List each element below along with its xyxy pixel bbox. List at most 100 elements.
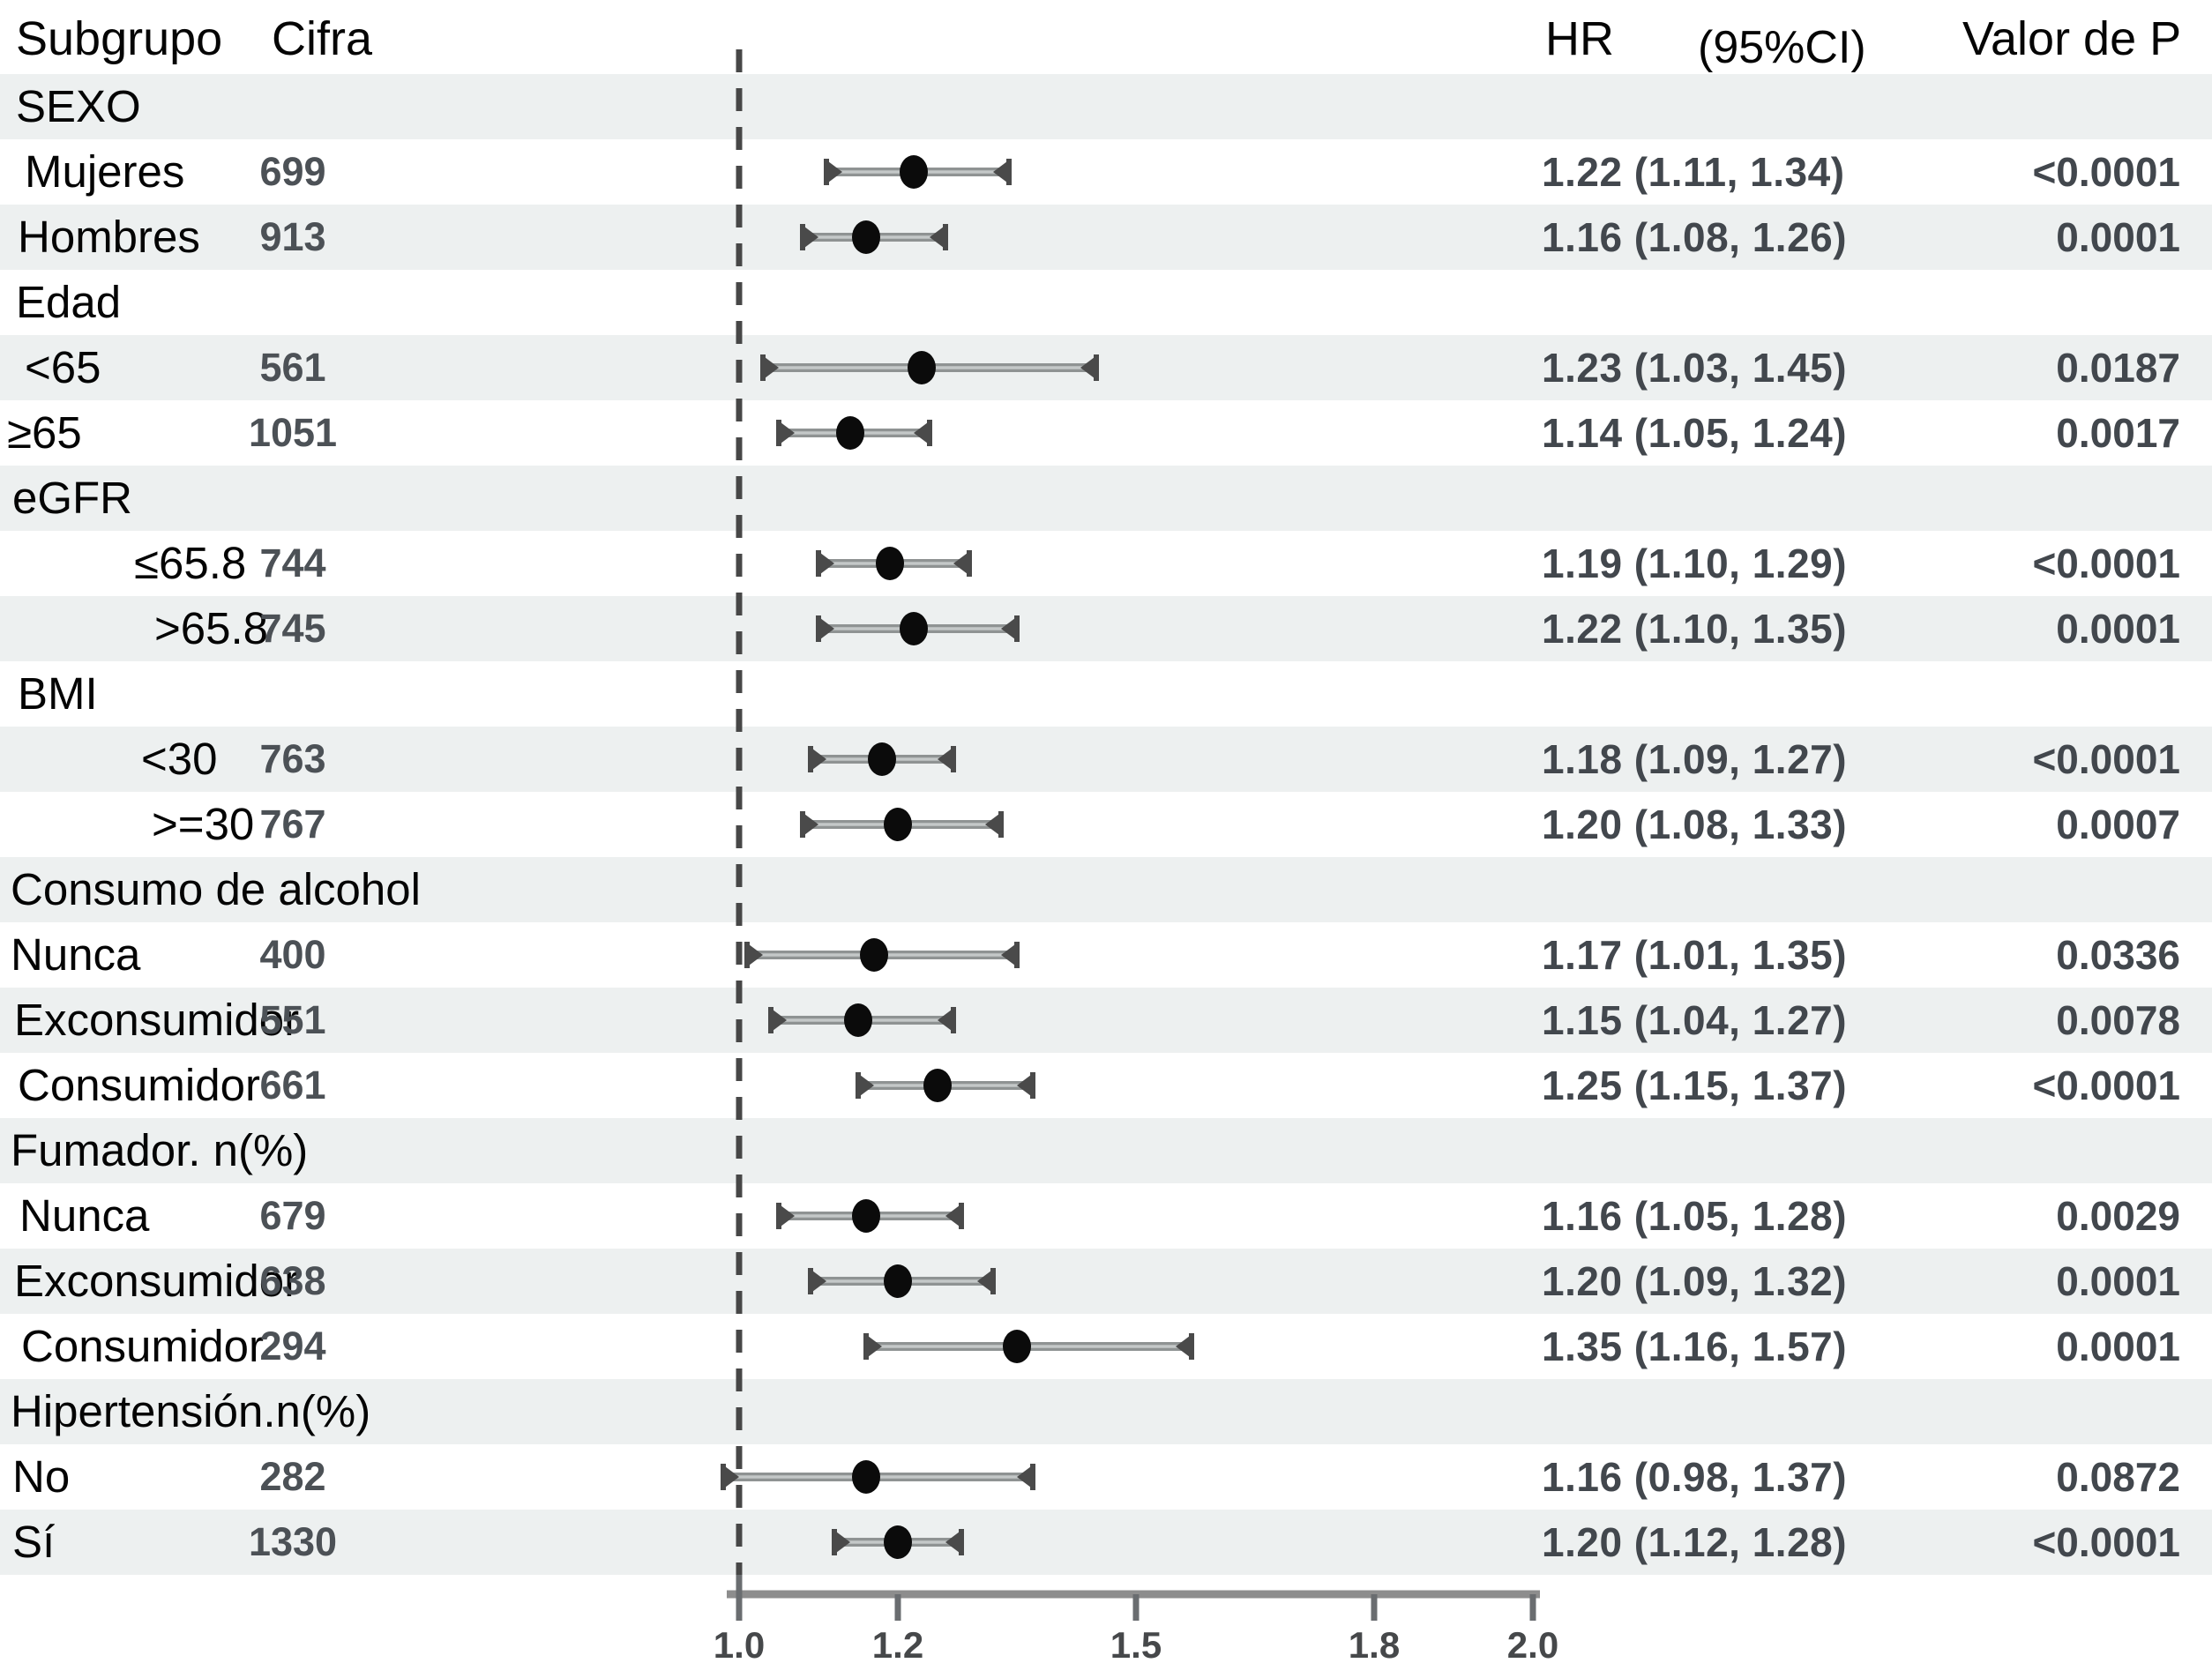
row-count: 1330 xyxy=(248,1519,338,1564)
row-hr-ci: 1.18 (1.09, 1.27) xyxy=(1542,736,1848,782)
row-label: Mujeres xyxy=(25,146,185,197)
table-row: ≤65.8 744 1.19 (1.10, 1.29) <0.0001 xyxy=(0,531,2212,596)
group-header-row: Fumador. n(%) xyxy=(0,1118,2212,1183)
row-hr-ci: 1.16 (1.05, 1.28) xyxy=(1542,1193,1848,1239)
row-pvalue: <0.0001 xyxy=(2032,1519,2180,1565)
row-pvalue: 0.0029 xyxy=(2056,1193,2180,1239)
row-hr-ci: 1.22 (1.10, 1.35) xyxy=(1542,606,1848,652)
row-pvalue: 0.0001 xyxy=(2056,1324,2180,1369)
group-header-row: eGFR xyxy=(0,466,2212,531)
row-label: >65.8 xyxy=(154,603,269,653)
row-pvalue: 0.0007 xyxy=(2056,802,2180,847)
row-label: Consumidor xyxy=(18,1060,260,1110)
column-header-n: Cifra xyxy=(271,12,372,65)
table-row: >=30 767 1.20 (1.08, 1.33) 0.0007 xyxy=(0,792,2212,857)
row-count: 551 xyxy=(259,997,326,1042)
x-axis-tick-label: 1.0 xyxy=(714,1624,765,1663)
row-count: 699 xyxy=(259,149,326,194)
row-pvalue: <0.0001 xyxy=(2032,541,2180,586)
row-label: <65 xyxy=(25,342,101,392)
row-hr-ci: 1.22 (1.11, 1.34) xyxy=(1542,149,1845,195)
row-label: Edad xyxy=(16,277,122,327)
row-count: 638 xyxy=(259,1258,326,1303)
row-label: ≥65 xyxy=(7,407,82,458)
x-axis-tick-label: 1.2 xyxy=(872,1624,923,1663)
row-count: 679 xyxy=(259,1193,326,1238)
row-label: Hombres xyxy=(18,212,200,262)
row-label: <30 xyxy=(141,734,218,784)
row-pvalue: <0.0001 xyxy=(2032,736,2180,782)
row-label: Sí xyxy=(12,1517,56,1567)
row-pvalue: <0.0001 xyxy=(2032,149,2180,195)
group-header-row: BMI xyxy=(0,661,2212,727)
column-header-hr: HR xyxy=(1545,12,1614,65)
table-row: Exconsumidor 638 1.20 (1.09, 1.32) 0.0001 xyxy=(0,1249,2212,1314)
group-header-row: Edad xyxy=(0,270,2212,335)
column-header-subgroup: Subgrupo xyxy=(16,12,223,65)
row-label: No xyxy=(12,1451,71,1502)
row-hr-ci: 1.20 (1.09, 1.32) xyxy=(1542,1258,1848,1304)
row-label: Exconsumidor xyxy=(14,1256,300,1306)
row-label: Consumidor xyxy=(21,1321,264,1371)
table-row: <65 561 1.23 (1.03, 1.45) 0.0187 xyxy=(0,335,2212,400)
row-pvalue: 0.0872 xyxy=(2056,1454,2180,1500)
table-row: <30 763 1.18 (1.09, 1.27) <0.0001 xyxy=(0,727,2212,792)
row-label: Consumo de alcohol xyxy=(11,864,421,914)
row-hr-ci: 1.17 (1.01, 1.35) xyxy=(1542,932,1848,978)
row-count: 282 xyxy=(259,1454,326,1499)
row-hr-ci: 1.15 (1.04, 1.27) xyxy=(1542,997,1848,1043)
row-pvalue: <0.0001 xyxy=(2032,1063,2180,1108)
row-hr-ci: 1.23 (1.03, 1.45) xyxy=(1542,345,1848,391)
row-hr-ci: 1.20 (1.12, 1.28) xyxy=(1542,1519,1848,1565)
row-label: Hipertensión.n(%) xyxy=(11,1386,371,1436)
column-header-pvalue: Valor de P xyxy=(1962,12,2182,65)
table-row: Exconsumidor 551 1.15 (1.04, 1.27) 0.0078 xyxy=(0,988,2212,1053)
row-label: Nunca xyxy=(19,1190,150,1241)
table-row: Mujeres 699 1.22 (1.11, 1.34) <0.0001 xyxy=(0,139,2212,205)
row-label: Exconsumidor xyxy=(14,995,300,1045)
table-row: Consumidor 661 1.25 (1.15, 1.37) <0.0001 xyxy=(0,1053,2212,1118)
row-pvalue: 0.0078 xyxy=(2056,997,2180,1043)
row-hr-ci: 1.20 (1.08, 1.33) xyxy=(1542,802,1848,847)
row-count: 1051 xyxy=(248,410,338,455)
row-hr-ci: 1.14 (1.05, 1.24) xyxy=(1542,410,1848,456)
row-label: Nunca xyxy=(11,929,141,980)
table-row: Nunca 679 1.16 (1.05, 1.28) 0.0029 xyxy=(0,1183,2212,1249)
table-row: Nunca 400 1.17 (1.01, 1.35) 0.0336 xyxy=(0,922,2212,988)
row-hr-ci: 1.19 (1.10, 1.29) xyxy=(1542,541,1848,586)
row-count: 763 xyxy=(259,736,326,781)
row-count: 661 xyxy=(259,1063,326,1107)
row-count: 767 xyxy=(259,802,326,846)
group-header-row: SEXO xyxy=(0,74,2212,139)
group-header-row: Hipertensión.n(%) xyxy=(0,1379,2212,1444)
table-row: >65.8 745 1.22 (1.10, 1.35) 0.0001 xyxy=(0,596,2212,661)
table-row: Sí 1330 1.20 (1.12, 1.28) <0.0001 xyxy=(0,1510,2212,1575)
table-row: No 282 1.16 (0.98, 1.37) 0.0872 xyxy=(0,1444,2212,1510)
table-row: Consumidor 294 1.35 (1.16, 1.57) 0.0001 xyxy=(0,1314,2212,1379)
table-row: Hombres 913 1.16 (1.08, 1.26) 0.0001 xyxy=(0,205,2212,270)
row-count: 294 xyxy=(259,1324,326,1368)
table-row: ≥65 1051 1.14 (1.05, 1.24) 0.0017 xyxy=(0,400,2212,466)
row-label: SEXO xyxy=(16,81,141,131)
x-axis-tick-label: 1.5 xyxy=(1110,1624,1162,1663)
x-axis-tick-label: 1.8 xyxy=(1349,1624,1400,1663)
row-pvalue: 0.0187 xyxy=(2056,345,2180,391)
row-label: Fumador. n(%) xyxy=(11,1125,309,1175)
row-count: 745 xyxy=(259,606,326,651)
x-axis-tick-label: 2.0 xyxy=(1507,1624,1558,1663)
row-hr-ci: 1.16 (0.98, 1.37) xyxy=(1542,1454,1848,1500)
row-label: ≤65.8 xyxy=(134,538,247,588)
row-pvalue: 0.0001 xyxy=(2056,1258,2180,1304)
row-count: 561 xyxy=(259,345,326,390)
row-label: BMI xyxy=(18,668,98,719)
row-count: 913 xyxy=(259,214,326,259)
row-pvalue: 0.0001 xyxy=(2056,214,2180,260)
row-hr-ci: 1.25 (1.15, 1.37) xyxy=(1542,1063,1848,1108)
row-hr-ci: 1.16 (1.08, 1.26) xyxy=(1542,214,1848,260)
row-pvalue: 0.0336 xyxy=(2056,932,2180,978)
row-label: >=30 xyxy=(152,799,255,849)
group-header-row: Consumo de alcohol xyxy=(0,857,2212,922)
row-pvalue: 0.0017 xyxy=(2056,410,2180,456)
row-count: 744 xyxy=(259,541,326,585)
